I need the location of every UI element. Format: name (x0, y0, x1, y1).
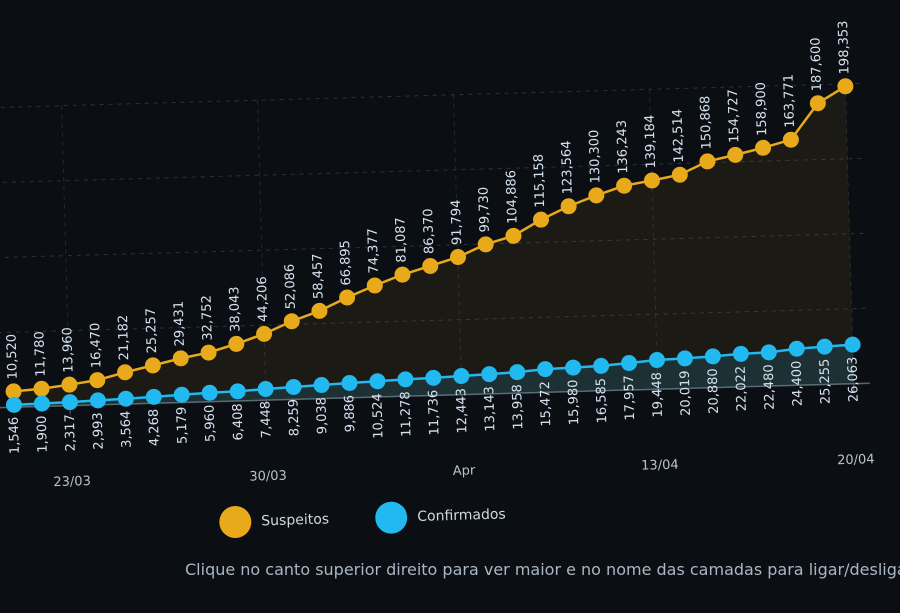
data-label: 86,370 (421, 208, 437, 254)
data-label: 15,472 (538, 381, 554, 427)
data-label: 20,880 (706, 368, 722, 414)
legend-label: Confirmados (417, 506, 506, 524)
data-label: 9,038 (314, 397, 330, 435)
data-label: 13,143 (482, 386, 498, 432)
data-label: 11,780 (32, 331, 48, 377)
legend-item-suspeitos[interactable]: Suspeitos (219, 503, 330, 538)
data-label: 2,993 (91, 412, 107, 450)
data-label: 12,443 (454, 388, 470, 434)
x-tick-label: 20/04 (837, 452, 875, 468)
data-label: 22,480 (762, 364, 778, 410)
data-label: 13,960 (60, 327, 76, 373)
data-label: 139,184 (643, 115, 659, 169)
data-label: 11,278 (398, 391, 414, 437)
data-label: 66,895 (338, 240, 354, 286)
x-tick-label: 13/04 (641, 458, 679, 474)
data-label: 115,158 (532, 154, 548, 208)
data-label: 15,980 (566, 379, 582, 425)
data-label: 187,600 (809, 37, 825, 91)
data-label: 2,317 (63, 414, 79, 452)
data-label: 150,868 (698, 95, 714, 149)
data-label: 20,019 (678, 370, 694, 416)
data-label: 38,043 (227, 286, 243, 332)
data-label: 5,960 (203, 405, 219, 443)
data-label: 163,771 (782, 74, 798, 128)
data-label: 74,377 (366, 228, 382, 274)
data-label: 104,886 (504, 170, 520, 224)
footer-hint: Clique no canto superior direito para ve… (185, 560, 900, 579)
data-label: 25,255 (817, 358, 833, 404)
data-label: 16,470 (88, 322, 104, 368)
data-label: 142,514 (670, 109, 686, 163)
data-label: 9,886 (342, 395, 358, 433)
data-label: 10,520 (4, 334, 20, 380)
data-label: 52,086 (283, 264, 299, 310)
data-label: 29,431 (172, 301, 188, 347)
x-tick-label: Apr (453, 463, 477, 479)
confirmados-swatch-icon (375, 501, 408, 534)
data-label: 13,958 (510, 384, 526, 430)
data-label: 58,457 (310, 253, 326, 299)
data-label: 32,752 (199, 295, 215, 341)
data-label: 123,564 (559, 140, 575, 194)
legend-label: Suspeitos (261, 511, 329, 529)
data-label: 26,063 (845, 356, 861, 402)
data-label: 44,206 (255, 276, 271, 322)
data-label: 158,900 (754, 82, 770, 136)
data-label: 25,257 (144, 308, 160, 354)
data-label: 136,243 (615, 120, 631, 174)
data-label: 130,300 (587, 129, 603, 183)
data-label: 99,730 (477, 187, 493, 233)
x-tick-label: 23/03 (53, 474, 91, 490)
data-label: 22,022 (734, 366, 750, 412)
data-label: 5,179 (175, 407, 191, 445)
data-label: 4,268 (147, 409, 163, 447)
data-label: 91,794 (449, 199, 465, 245)
data-label: 6,408 (231, 403, 247, 441)
data-label: 17,957 (622, 375, 638, 421)
data-label: 198,353 (836, 20, 852, 74)
suspeitos-swatch-icon (219, 506, 252, 539)
data-label: 11,736 (426, 390, 442, 436)
data-label: 24,400 (790, 360, 806, 406)
data-label: 7,448 (258, 401, 274, 439)
x-tick-label: 30/03 (249, 469, 287, 485)
data-label: 1,546 (7, 417, 23, 455)
data-label: 10,524 (370, 393, 386, 439)
data-label: 19,448 (650, 372, 666, 418)
data-label: 1,900 (35, 415, 51, 453)
data-label: 8,259 (286, 399, 302, 437)
data-label: 21,182 (116, 315, 132, 361)
legend-item-confirmados[interactable]: Confirmados (375, 498, 506, 534)
data-label: 16,585 (594, 378, 610, 424)
data-label: 154,727 (726, 89, 742, 143)
data-label: 81,087 (393, 217, 409, 263)
data-label: 3,564 (119, 410, 135, 448)
